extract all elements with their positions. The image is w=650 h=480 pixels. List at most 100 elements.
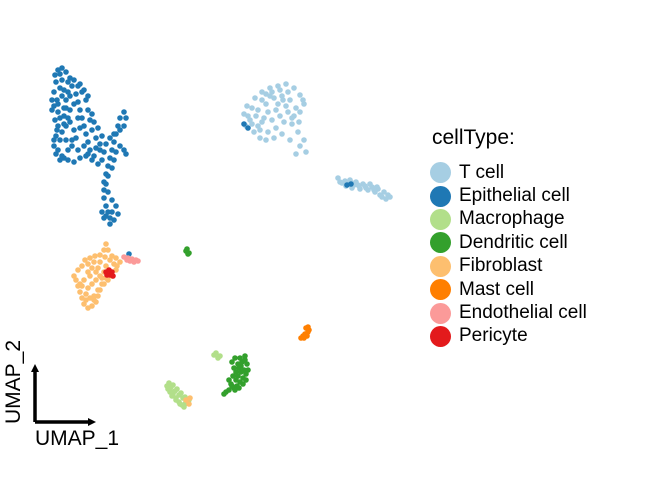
point-epithelial-cell <box>107 221 113 227</box>
point-t-cell <box>303 149 309 155</box>
legend-key-macrophage <box>430 208 451 230</box>
point-epithelial-cell <box>77 155 83 161</box>
point-fibroblast <box>83 297 89 303</box>
point-fibroblast <box>101 247 107 253</box>
point-epithelial-cell <box>93 145 99 151</box>
point-mast-cell <box>305 324 311 330</box>
point-epithelial-cell <box>63 137 69 143</box>
series-mast-cell <box>298 324 312 341</box>
point-fibroblast <box>92 253 98 259</box>
point-epithelial-cell <box>81 143 87 149</box>
point-t-cell <box>251 129 257 135</box>
point-epithelial-cell <box>71 159 77 165</box>
point-epithelial-cell <box>83 131 89 137</box>
point-epithelial-cell <box>348 181 354 187</box>
point-epithelial-cell <box>103 203 109 209</box>
point-epithelial-cell <box>49 107 55 113</box>
point-t-cell <box>285 109 291 115</box>
point-epithelial-cell <box>63 97 69 103</box>
series-epithelial-cell <box>49 65 354 257</box>
legend-label: Endothelial cell <box>459 302 587 324</box>
point-epithelial-cell <box>59 153 65 159</box>
point-fibroblast <box>103 263 109 269</box>
point-epithelial-cell <box>99 133 105 139</box>
point-dendritic-cell <box>232 387 238 393</box>
point-t-cell <box>263 137 269 143</box>
point-t-cell <box>252 95 258 101</box>
point-epithelial-cell <box>59 65 65 71</box>
series-fibroblast <box>71 241 193 407</box>
point-epithelial-cell <box>65 147 71 153</box>
point-t-cell <box>283 81 289 87</box>
point-macrophage <box>173 397 179 403</box>
point-t-cell <box>300 97 306 103</box>
point-dendritic-cell <box>242 353 248 359</box>
point-epithelial-cell <box>53 79 59 85</box>
legend-label: T cell <box>459 161 505 183</box>
point-t-cell <box>265 109 271 115</box>
point-epithelial-cell <box>73 91 79 97</box>
point-fibroblast <box>83 291 89 297</box>
point-macrophage <box>181 404 187 410</box>
point-fibroblast <box>186 401 192 407</box>
point-epithelial-cell <box>67 93 73 99</box>
point-epithelial-cell <box>59 129 65 135</box>
point-epithelial-cell <box>113 131 119 137</box>
point-epithelial-cell <box>71 127 77 133</box>
point-epithelial-cell <box>115 211 121 217</box>
point-t-cell <box>287 137 293 143</box>
point-epithelial-cell <box>121 123 127 129</box>
point-epithelial-cell <box>97 141 103 147</box>
point-epithelial-cell <box>117 143 123 149</box>
point-t-cell <box>377 192 383 198</box>
point-t-cell <box>287 97 293 103</box>
legend-key-endothelial-cell <box>430 302 451 324</box>
point-epithelial-cell <box>54 127 60 133</box>
point-epithelial-cell <box>89 111 95 117</box>
point-epithelial-cell <box>111 139 117 145</box>
point-fibroblast <box>85 269 91 275</box>
legend: T cell Epithelial cell Macrophage Dendri… <box>430 161 587 348</box>
point-epithelial-cell <box>69 83 75 89</box>
point-t-cell <box>337 179 343 185</box>
point-epithelial-cell <box>77 107 83 113</box>
point-epithelial-cell <box>91 153 97 159</box>
point-t-cell <box>269 117 275 123</box>
point-t-cell <box>265 129 271 135</box>
point-epithelial-cell <box>117 115 123 121</box>
point-dendritic-cell <box>245 367 251 373</box>
point-fibroblast <box>117 259 123 265</box>
legend-label: Epithelial cell <box>459 185 570 207</box>
legend-label: Mast cell <box>459 278 534 300</box>
point-t-cell <box>293 151 299 157</box>
point-t-cell <box>263 101 269 107</box>
series-endothelial-cell <box>121 254 141 265</box>
point-fibroblast <box>85 261 91 267</box>
point-t-cell <box>281 119 287 125</box>
point-dendritic-cell <box>226 387 232 393</box>
point-fibroblast <box>95 293 101 299</box>
point-dendritic-cell <box>230 373 236 379</box>
point-fibroblast <box>79 263 85 269</box>
legend-item-dendritic-cell: Dendritic cell <box>430 231 587 254</box>
point-epithelial-cell <box>69 143 75 149</box>
point-dendritic-cell <box>221 391 227 397</box>
point-epithelial-cell <box>51 89 57 95</box>
point-fibroblast <box>105 247 111 253</box>
point-epithelial-cell <box>77 81 83 87</box>
point-epithelial-cell <box>59 77 65 83</box>
point-t-cell <box>255 123 261 129</box>
point-t-cell <box>253 113 259 119</box>
point-fibroblast <box>82 257 88 263</box>
point-epithelial-cell <box>105 173 111 179</box>
legend-label: Pericyte <box>459 325 528 347</box>
point-epithelial-cell <box>55 109 61 115</box>
point-epithelial-cell <box>51 137 57 143</box>
point-epithelial-cell <box>99 209 105 215</box>
point-macrophage <box>178 390 184 396</box>
point-t-cell <box>285 89 291 95</box>
point-t-cell <box>297 143 303 149</box>
point-epithelial-cell <box>79 115 85 121</box>
point-macrophage <box>165 386 171 392</box>
